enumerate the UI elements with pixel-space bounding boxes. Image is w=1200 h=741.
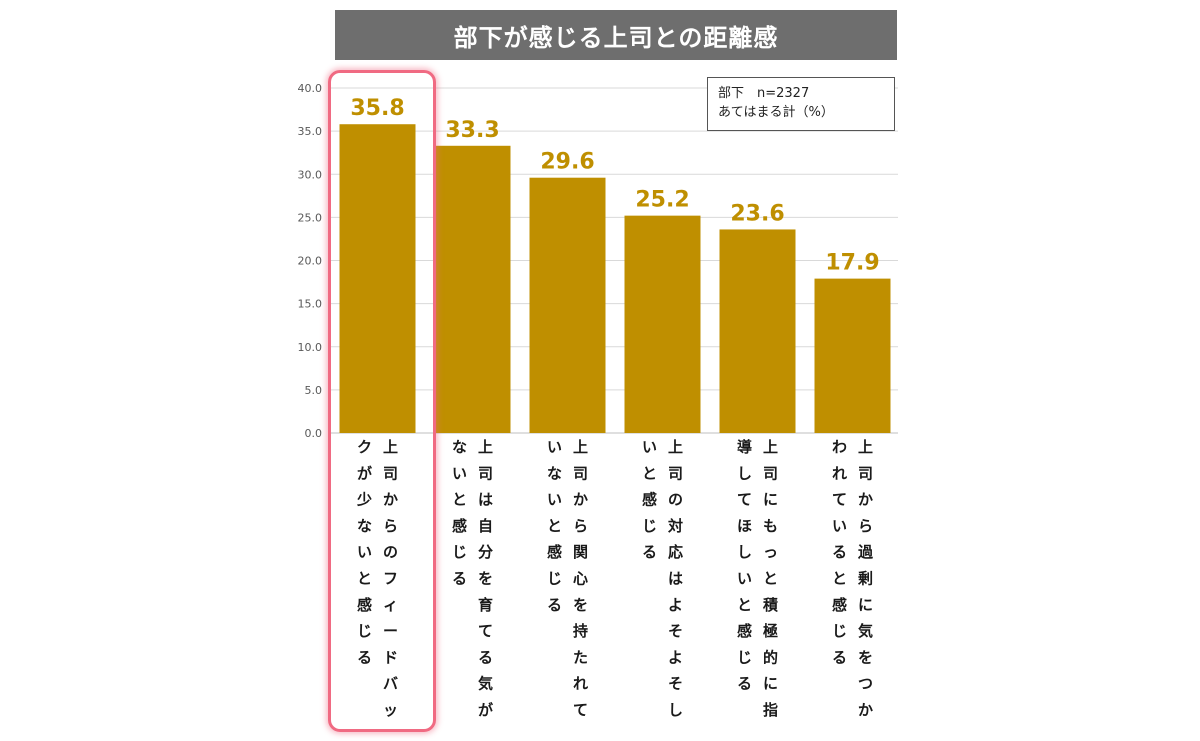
highlight-frame — [328, 70, 436, 732]
bar — [339, 124, 416, 433]
category-label: 導してほしいと感じる — [737, 438, 752, 693]
data-label: 35.8 — [350, 96, 404, 121]
y-tick-label: 30.0 — [298, 168, 323, 181]
category-label: クが少ないと感じる — [356, 438, 373, 666]
bar — [624, 215, 701, 433]
category-label: ないと感じる — [452, 438, 467, 588]
category-label: 上司にもっと積極的に指 — [762, 438, 779, 719]
bar — [719, 229, 796, 433]
y-tick-label: 5.0 — [305, 384, 323, 397]
legend-box: 部下 n=2327 あてはまる計（%） — [707, 77, 895, 131]
y-tick-label: 15.0 — [298, 298, 323, 311]
legend-unit: あてはまる計（%） — [718, 105, 834, 120]
category-label: 上司の対応はよそよそし — [667, 438, 683, 719]
category-label: いと感じる — [642, 438, 657, 561]
bar — [529, 177, 606, 433]
chart-title: 部下が感じる上司との距離感 — [335, 10, 897, 60]
y-tick-label: 20.0 — [298, 255, 323, 268]
bar — [814, 278, 891, 433]
category-label: 上司は自分を育てる気が — [478, 438, 494, 719]
category-label: いないと感じる — [547, 438, 562, 614]
category-label: われていると感じる — [832, 438, 847, 666]
bar — [434, 145, 511, 433]
data-label: 17.9 — [825, 251, 879, 276]
y-tick-label: 40.0 — [298, 82, 323, 95]
category-label: 上司から過剰に気をつか — [857, 438, 874, 719]
y-tick-label: 25.0 — [298, 211, 323, 224]
y-tick-label: 35.0 — [298, 125, 323, 138]
legend-sample-size: 部下 n=2327 — [718, 86, 810, 101]
category-label: 上司から関心を持たれて — [573, 438, 588, 719]
data-label: 33.3 — [445, 118, 499, 143]
y-tick-label: 10.0 — [298, 341, 323, 354]
data-label: 23.6 — [730, 201, 784, 226]
category-label: 上司からのフィードバッ — [383, 438, 398, 719]
data-label: 29.6 — [540, 150, 594, 175]
data-label: 25.2 — [635, 188, 689, 213]
y-tick-label: 0.0 — [305, 427, 323, 440]
